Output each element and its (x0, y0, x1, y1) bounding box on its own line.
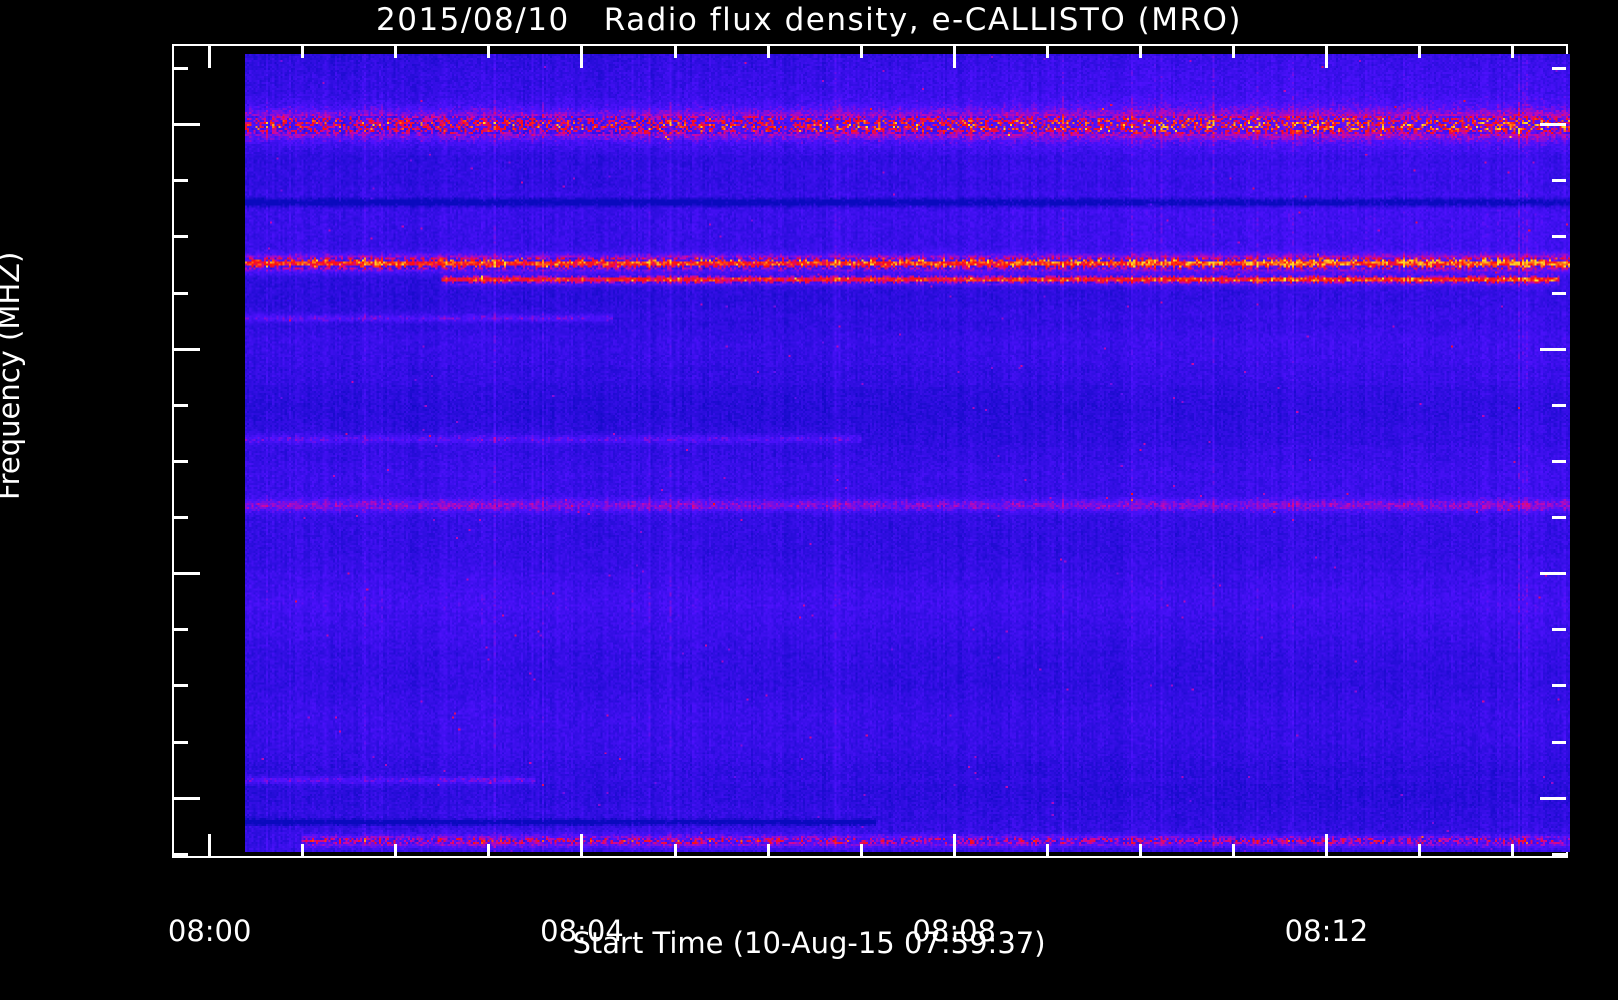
x-tick-minor (1138, 46, 1142, 58)
y-tick-minor-right (1552, 235, 1566, 239)
y-tick-major-right (1540, 796, 1566, 800)
y-tick-minor-right (1552, 852, 1566, 856)
x-tick-minor-bottom (766, 844, 770, 856)
y-tick-minor (174, 740, 188, 744)
x-tick-label: 08:12 (1284, 914, 1369, 948)
y-tick-major (174, 796, 200, 800)
x-tick-minor (1418, 46, 1422, 58)
y-tick-major-right (1540, 123, 1566, 127)
x-tick-label: 08:04 (540, 914, 624, 948)
y-tick-minor-right (1552, 403, 1566, 407)
x-tick-label: 08:00 (167, 914, 252, 948)
x-tick-label: 08:08 (912, 914, 996, 948)
x-tick-minor-bottom (487, 844, 491, 856)
x-tick-minor-bottom (301, 844, 305, 856)
y-tick-minor (174, 852, 188, 856)
x-tick-major-bottom (208, 834, 212, 856)
x-tick-minor (1045, 46, 1049, 58)
x-tick-major (952, 46, 956, 68)
y-tick-major (174, 572, 200, 576)
y-tick-minor (174, 628, 188, 632)
x-tick-minor-bottom (1418, 844, 1422, 856)
y-tick-minor-right (1552, 66, 1566, 70)
y-tick-minor (174, 403, 188, 407)
x-tick-minor-bottom (394, 844, 398, 856)
y-tick-minor (174, 179, 188, 183)
x-tick-major-bottom (952, 834, 956, 856)
x-tick-minor-bottom (859, 844, 863, 856)
spectrogram-canvas (245, 54, 1570, 852)
y-tick-minor-right (1552, 179, 1566, 183)
x-tick-major-bottom (580, 834, 584, 856)
y-tick-minor (174, 516, 188, 520)
y-axis-title: Frequency (MHZ) (0, 251, 26, 500)
x-tick-minor-bottom (1045, 844, 1049, 856)
x-tick-major (208, 46, 212, 68)
y-tick-major-right (1540, 572, 1566, 576)
y-tick-minor-right (1552, 291, 1566, 295)
x-tick-minor (766, 46, 770, 58)
x-tick-minor-bottom (673, 844, 677, 856)
y-tick-major (174, 123, 200, 127)
x-tick-minor (1231, 46, 1235, 58)
y-tick-minor (174, 66, 188, 70)
y-tick-minor (174, 684, 188, 688)
y-tick-minor-right (1552, 628, 1566, 632)
y-tick-minor (174, 459, 188, 463)
page-title: 2015/08/10 Radio flux density, e-CALLIST… (376, 2, 1242, 38)
x-tick-major (1324, 46, 1328, 68)
x-tick-minor (487, 46, 491, 58)
y-tick-minor-right (1552, 740, 1566, 744)
x-tick-minor (301, 46, 305, 58)
x-tick-minor (673, 46, 677, 58)
x-tick-minor (1511, 46, 1515, 58)
y-tick-minor-right (1552, 684, 1566, 688)
y-tick-minor-right (1552, 516, 1566, 520)
y-tick-major-right (1540, 347, 1566, 351)
y-tick-minor (174, 235, 188, 239)
x-tick-major (580, 46, 584, 68)
x-tick-minor (859, 46, 863, 58)
x-tick-minor-bottom (1511, 844, 1515, 856)
x-tick-major-bottom (1324, 834, 1328, 856)
x-tick-minor (394, 46, 398, 58)
y-tick-minor (174, 291, 188, 295)
y-tick-minor-right (1552, 459, 1566, 463)
y-tick-major (174, 347, 200, 351)
x-tick-minor-bottom (1138, 844, 1142, 856)
x-axis-title: Start Time (10-Aug-15 07:59:37) (572, 926, 1046, 960)
x-tick-minor-bottom (1231, 844, 1235, 856)
spectrogram-image (245, 54, 1570, 852)
